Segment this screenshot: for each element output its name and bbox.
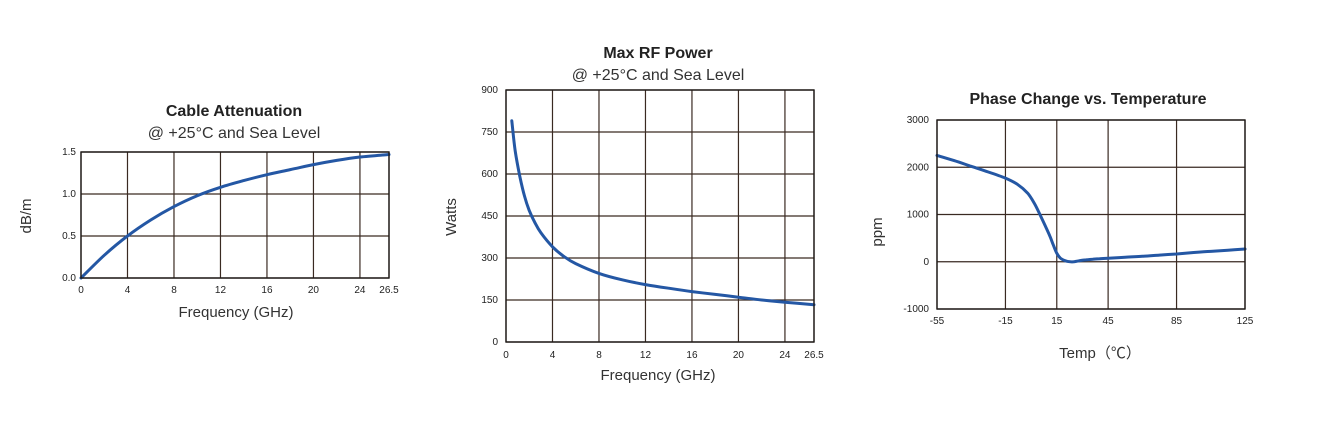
x-tick-label: 12 bbox=[640, 350, 652, 361]
tick-labels: 0 4 8 12 16 20 24 26.5 0 150 300 450 600 750 900 bbox=[481, 85, 824, 361]
y-axis-label: dB/m bbox=[18, 198, 35, 233]
x-tick-label: 8 bbox=[171, 285, 177, 296]
y-tick-label: 600 bbox=[481, 169, 498, 180]
chart-subtitle: @ +25°C and Sea Level bbox=[148, 125, 321, 142]
x-tick-label: 125 bbox=[1237, 316, 1254, 327]
x-tick-label: -15 bbox=[998, 316, 1013, 327]
x-tick-label: 16 bbox=[686, 350, 698, 361]
y-axis-label: ppm bbox=[869, 217, 886, 246]
x-tick-label: 85 bbox=[1171, 316, 1183, 327]
max-rf-power-chart: Max RF Power @ +25°C and Sea Level 0 4 8 12… bbox=[443, 45, 824, 384]
grid bbox=[80, 151, 390, 279]
x-tick-label: 12 bbox=[215, 285, 227, 296]
x-axis-label: Frequency (GHz) bbox=[178, 304, 293, 321]
x-tick-label: 8 bbox=[596, 350, 602, 361]
y-tick-label: 1000 bbox=[907, 210, 930, 221]
chart-title: Max RF Power bbox=[603, 45, 712, 62]
y-tick-label: 0 bbox=[492, 337, 498, 348]
x-tick-label: 15 bbox=[1051, 316, 1063, 327]
chart-title: Cable Attenuation bbox=[166, 103, 302, 120]
grid bbox=[505, 89, 815, 343]
x-axis-label: Frequency (GHz) bbox=[600, 367, 715, 384]
x-tick-label: 20 bbox=[733, 350, 745, 361]
tick-labels: 0 4 8 12 16 20 24 26.5 0.0 0.5 1.0 1.5 bbox=[62, 147, 399, 296]
y-tick-label: 0 bbox=[923, 257, 929, 268]
x-tick-label: 4 bbox=[550, 350, 556, 361]
x-tick-label: 45 bbox=[1103, 316, 1115, 327]
phase-change-curve bbox=[935, 153, 1247, 264]
y-tick-label: -1000 bbox=[903, 304, 929, 315]
chart-subtitle: @ +25°C and Sea Level bbox=[572, 67, 745, 84]
x-tick-label: 26.5 bbox=[379, 285, 399, 296]
cable-attenuation-chart: Cable Attenuation @ +25°C and Sea Level … bbox=[18, 103, 399, 321]
plot-frame bbox=[936, 119, 1246, 310]
x-tick-label: -55 bbox=[930, 316, 945, 327]
y-tick-label: 3000 bbox=[907, 115, 930, 126]
y-tick-label: 1.0 bbox=[62, 189, 76, 200]
y-tick-label: 450 bbox=[481, 211, 498, 222]
plot-frame bbox=[505, 89, 815, 343]
x-tick-label: 26.5 bbox=[804, 350, 824, 361]
y-tick-label: 300 bbox=[481, 253, 498, 264]
y-axis-label: Watts bbox=[443, 198, 460, 236]
y-tick-label: 0.0 bbox=[62, 273, 76, 284]
y-tick-label: 2000 bbox=[907, 162, 930, 173]
grid bbox=[936, 119, 1246, 310]
y-tick-label: 900 bbox=[481, 85, 498, 96]
x-tick-label: 0 bbox=[503, 350, 509, 361]
y-tick-label: 750 bbox=[481, 127, 498, 138]
tick-labels: -55 -15 15 45 85 125 -1000 0 1000 2000 3000 bbox=[903, 115, 1253, 327]
x-tick-label: 24 bbox=[779, 350, 791, 361]
x-tick-label: 16 bbox=[261, 285, 273, 296]
x-tick-label: 0 bbox=[78, 285, 84, 296]
y-tick-label: 150 bbox=[481, 295, 498, 306]
x-tick-label: 4 bbox=[125, 285, 131, 296]
x-tick-label: 20 bbox=[308, 285, 320, 296]
phase-change-chart: Phase Change vs. Temperature -55 -15 15 45 8… bbox=[869, 91, 1254, 362]
y-tick-label: 0.5 bbox=[62, 231, 76, 242]
x-tick-label: 24 bbox=[354, 285, 366, 296]
y-tick-label: 1.5 bbox=[62, 147, 76, 158]
plot-frame bbox=[80, 151, 390, 279]
chart-title: Phase Change vs. Temperature bbox=[969, 91, 1206, 108]
rf-power-curve bbox=[510, 119, 816, 307]
attenuation-curve bbox=[79, 153, 391, 280]
x-axis-label: Temp（℃） bbox=[1059, 345, 1141, 362]
